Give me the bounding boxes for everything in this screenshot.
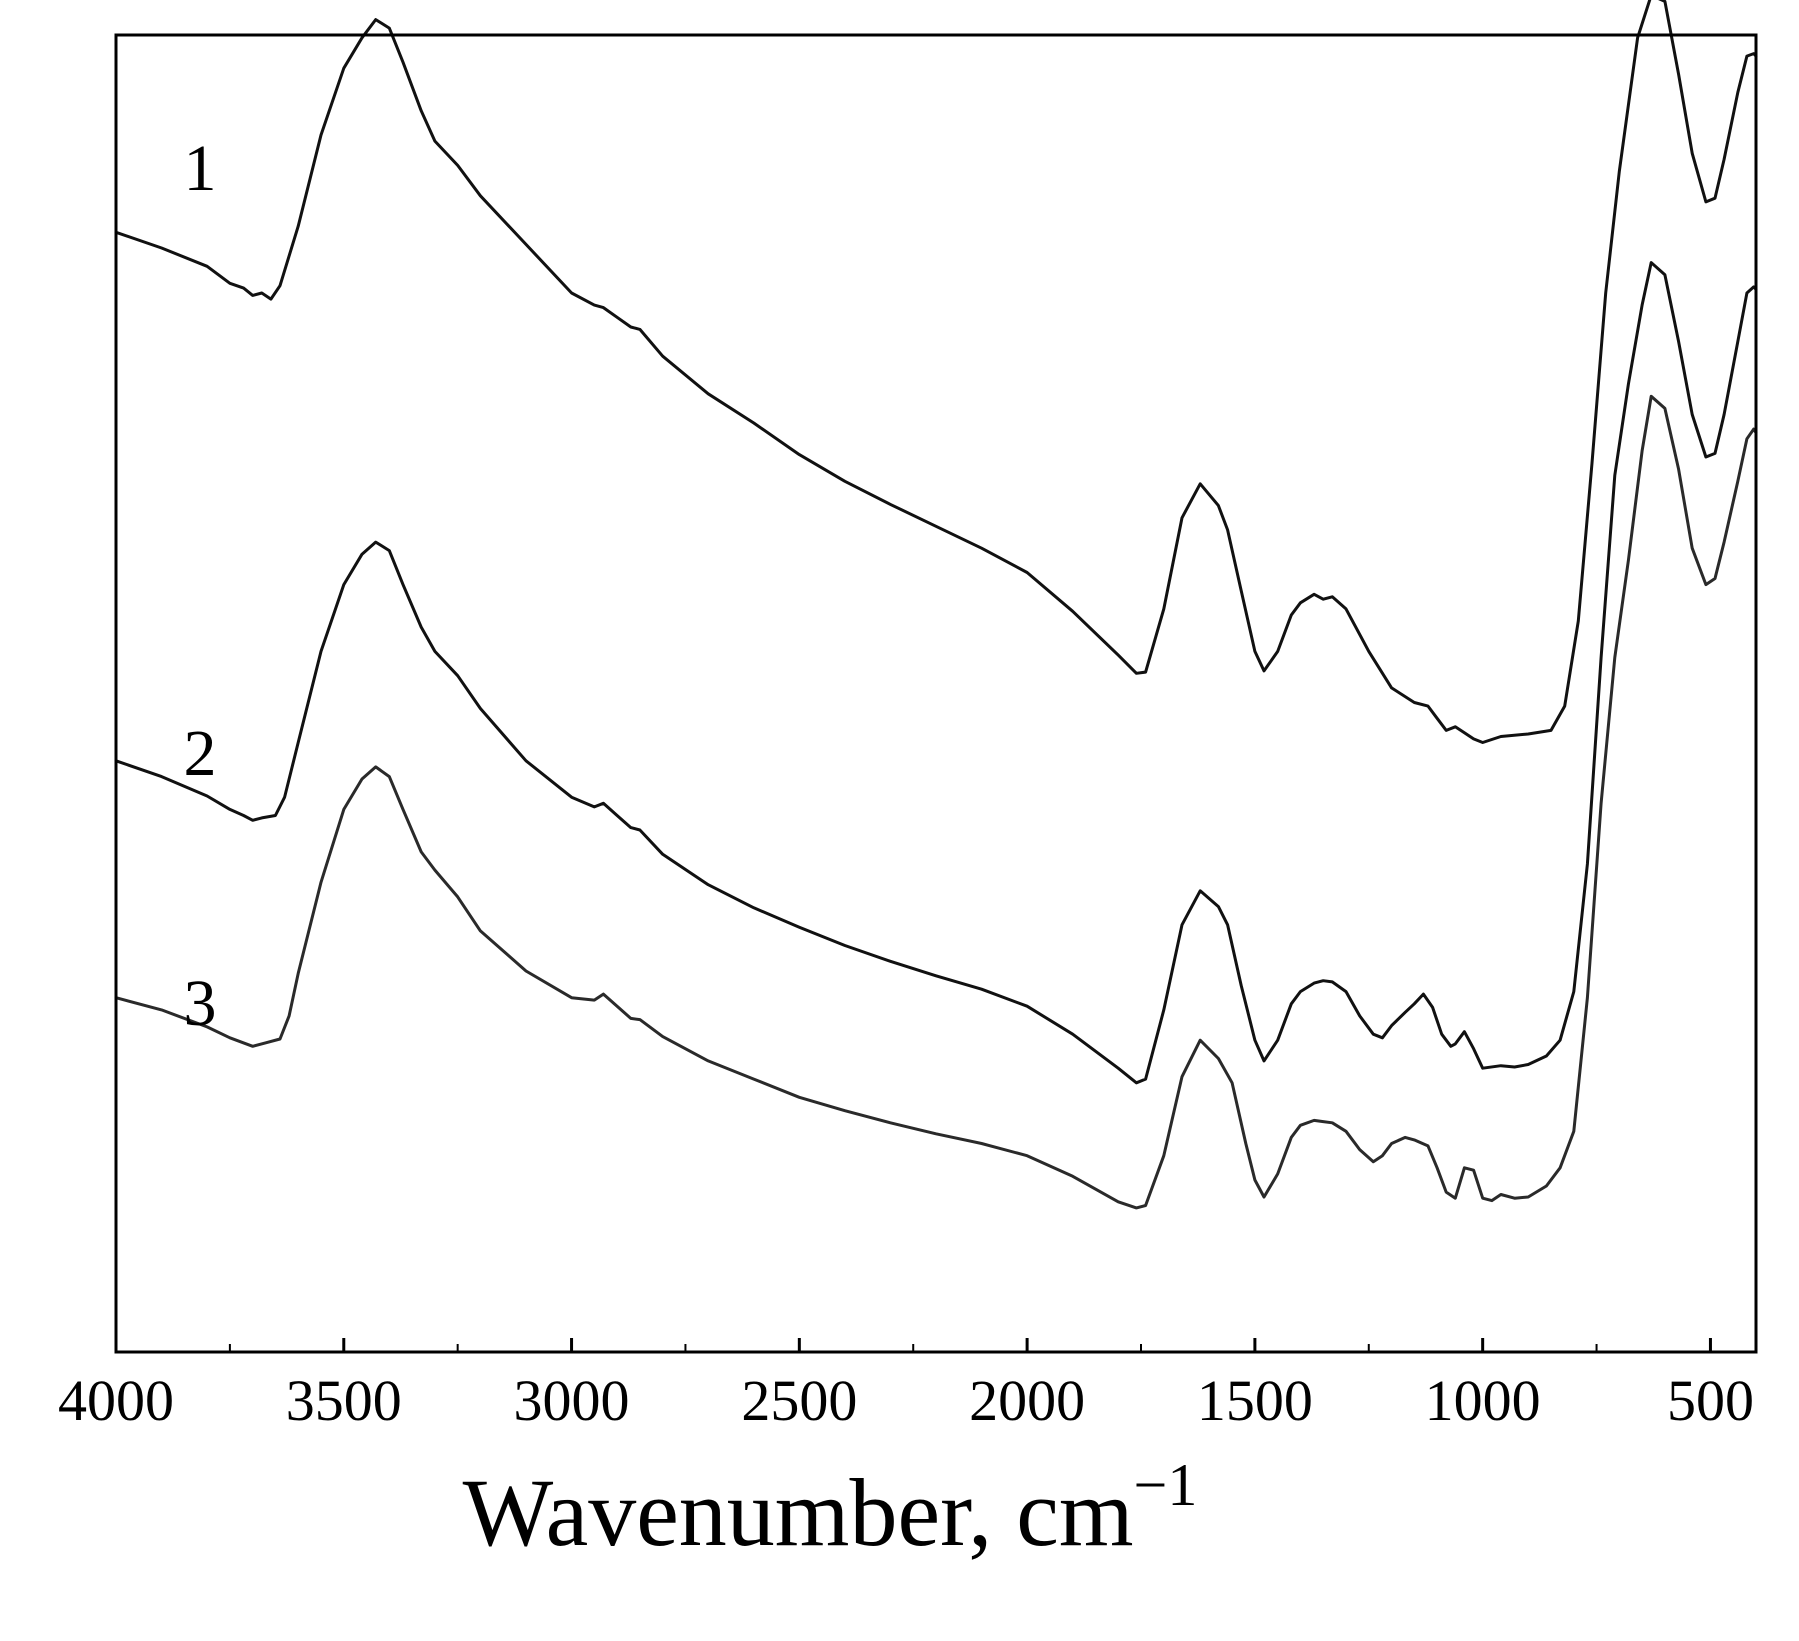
spectrum-line-1 [114, 0, 1758, 744]
x-tick-label: 4000 [58, 1368, 174, 1433]
spectrum-line-3 [114, 394, 1758, 1210]
x-tick-label: 500 [1667, 1368, 1754, 1433]
x-tick-label: 1000 [1425, 1368, 1541, 1433]
x-axis-title-superscript: −1 [1133, 1452, 1197, 1518]
series-labels: 1 2 3 [184, 132, 217, 1040]
series-label-3: 3 [184, 967, 217, 1040]
series-label-2: 2 [184, 717, 217, 790]
x-tick-label: 2000 [969, 1368, 1085, 1433]
x-tick-label: 2500 [741, 1368, 857, 1433]
x-tick-label: 1500 [1197, 1368, 1313, 1433]
plot-frame [114, 33, 1758, 1354]
series-layer [114, 0, 1758, 1210]
x-axis-ticks: 4000 3500 3000 2500 2000 1500 1000 500 [58, 1338, 1754, 1433]
spectrum-line-2 [114, 261, 1758, 1085]
x-axis-title-text: Wavenumber, cm [463, 1459, 1134, 1566]
x-tick-label: 3000 [514, 1368, 630, 1433]
series-label-1: 1 [184, 132, 217, 205]
x-axis-title: Wavenumber, cm−1 [463, 1452, 1198, 1566]
x-tick-label: 3500 [286, 1368, 402, 1433]
